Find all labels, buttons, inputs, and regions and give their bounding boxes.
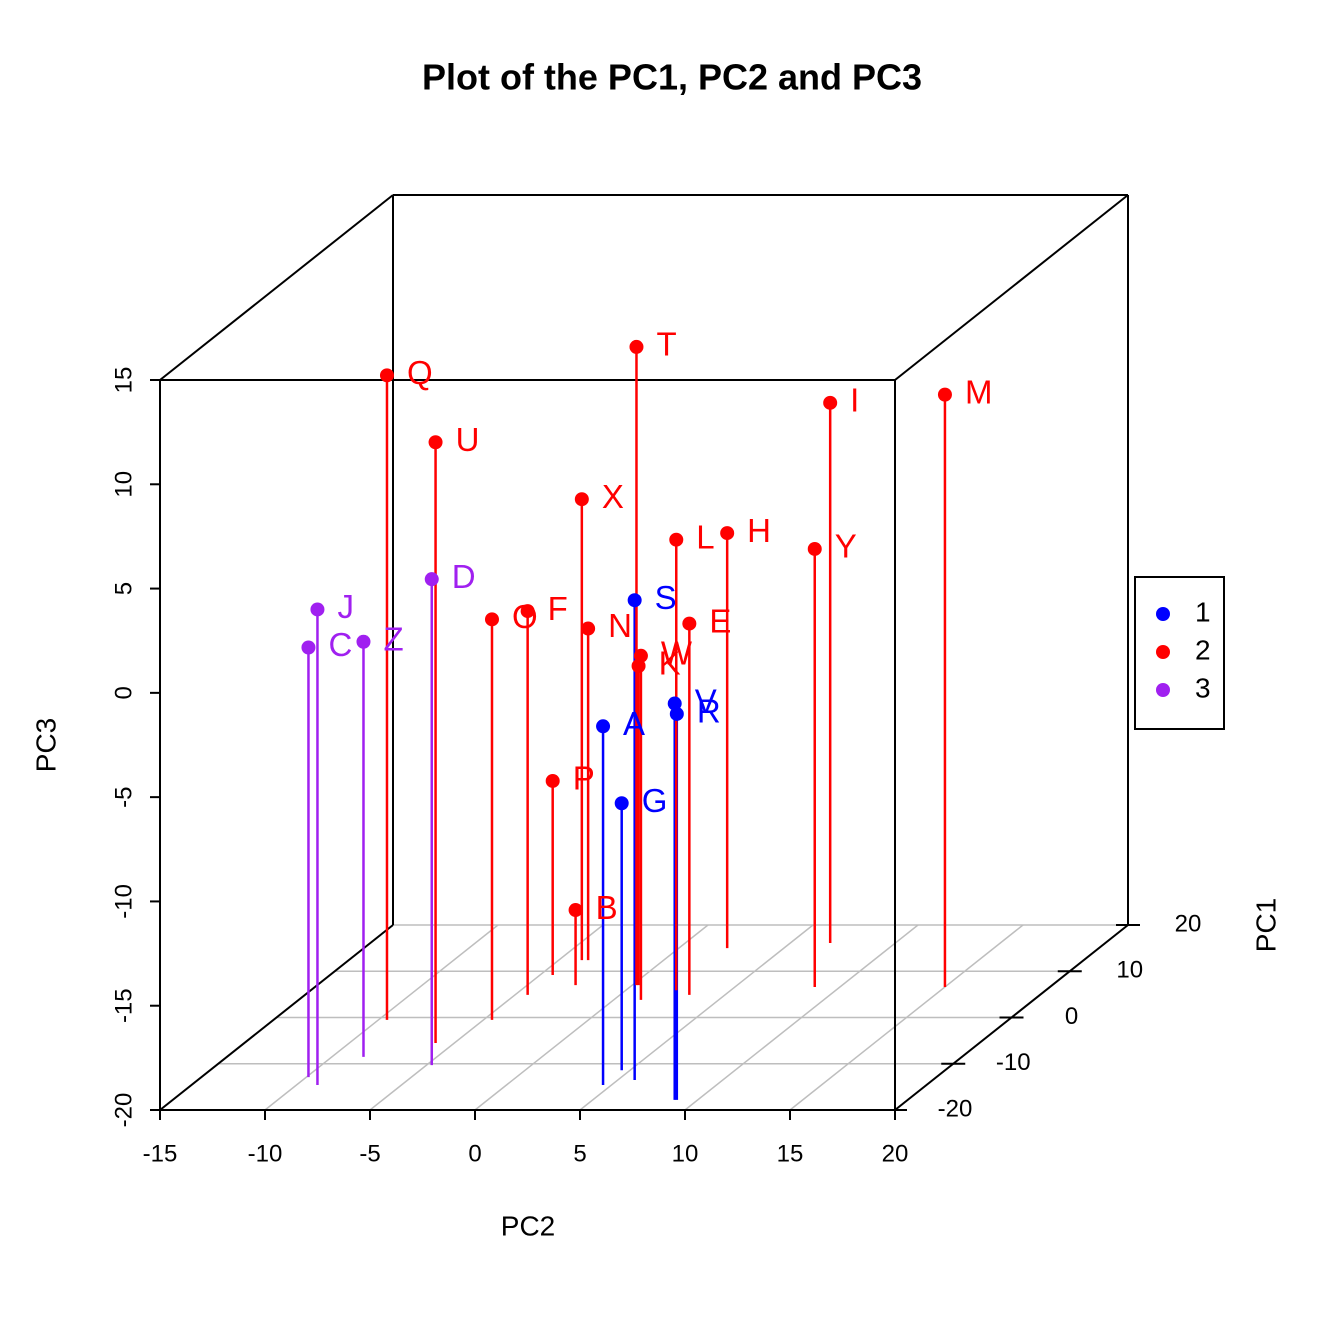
- point-label: U: [456, 421, 480, 458]
- point-label: L: [696, 518, 714, 555]
- y-tick-label: -10: [996, 1049, 1031, 1076]
- point-label: Z: [383, 620, 403, 657]
- point-label: K: [659, 645, 681, 682]
- point: [669, 532, 684, 547]
- point-label: T: [656, 326, 676, 363]
- y-axis-title: PC1: [1250, 898, 1281, 952]
- legend-label: 2: [1195, 634, 1211, 665]
- grid-line: [789, 924, 1024, 1111]
- z-tick-label: 5: [110, 582, 137, 595]
- point: [614, 796, 629, 811]
- point: [428, 435, 443, 450]
- legend-label: 3: [1195, 672, 1211, 703]
- x-tick-label: 10: [672, 1140, 699, 1167]
- point: [682, 616, 697, 631]
- point-label: S: [655, 579, 677, 616]
- point: [484, 612, 499, 627]
- point-label: J: [337, 588, 354, 625]
- point-label: Q: [407, 354, 433, 391]
- point: [356, 634, 371, 649]
- y-tick-label: 0: [1065, 1003, 1078, 1030]
- point: [581, 621, 596, 636]
- point: [669, 706, 684, 721]
- point: [545, 773, 560, 788]
- point-label: X: [602, 478, 624, 515]
- point: [596, 719, 611, 734]
- point-label: H: [747, 512, 771, 549]
- point-label: P: [573, 760, 595, 797]
- y-tick-label: -20: [938, 1095, 973, 1122]
- point: [629, 339, 644, 354]
- chart-title: Plot of the PC1, PC2 and PC3: [422, 57, 922, 98]
- grid-line: [579, 924, 814, 1111]
- point: [627, 593, 642, 608]
- point-label: E: [709, 602, 731, 639]
- x-axis-title: PC2: [501, 1210, 555, 1241]
- x-tick-label: -5: [359, 1140, 380, 1167]
- z-axis-title: PC3: [30, 718, 61, 772]
- z-tick-label: -10: [110, 884, 137, 919]
- grid-line: [684, 924, 919, 1111]
- x-tick-label: 5: [573, 1140, 586, 1167]
- x-tick-label: -15: [143, 1140, 178, 1167]
- z-tick-label: 10: [110, 471, 137, 498]
- point-label: I: [850, 382, 859, 419]
- box-edge: [159, 924, 394, 1111]
- z-tick-label: 15: [110, 367, 137, 394]
- grid-line: [474, 924, 709, 1111]
- point-label: A: [623, 705, 645, 742]
- point: [823, 395, 838, 410]
- z-tick-label: 0: [110, 686, 137, 699]
- legend-marker: [1156, 645, 1170, 659]
- point: [379, 368, 394, 383]
- box-edge: [159, 194, 394, 381]
- z-tick-label: -5: [110, 786, 137, 807]
- point-label: G: [642, 782, 668, 819]
- point: [807, 541, 822, 556]
- point: [631, 659, 646, 674]
- legend-label: 1: [1195, 596, 1211, 627]
- point-label: D: [452, 558, 476, 595]
- point-label: F: [548, 590, 568, 627]
- point-label: C: [328, 626, 352, 663]
- x-tick-label: 15: [777, 1140, 804, 1167]
- point: [301, 640, 316, 655]
- point: [520, 604, 535, 619]
- box-edge: [894, 194, 1129, 381]
- point-label: V: [695, 682, 717, 719]
- point: [310, 602, 325, 617]
- legend-marker: [1156, 607, 1170, 621]
- point-label: N: [608, 607, 632, 644]
- x-tick-label: -10: [248, 1140, 283, 1167]
- y-tick-label: 10: [1116, 957, 1143, 984]
- z-tick-label: -15: [110, 988, 137, 1023]
- point-label: R: [697, 693, 721, 730]
- point-label: B: [596, 889, 618, 926]
- grid-line: [369, 924, 604, 1111]
- legend-marker: [1156, 683, 1170, 697]
- x-tick-label: 0: [468, 1140, 481, 1167]
- x-tick-label: 20: [882, 1140, 909, 1167]
- z-tick-label: -20: [110, 1093, 137, 1128]
- point: [424, 572, 439, 587]
- point: [937, 387, 952, 402]
- grid-line: [264, 924, 499, 1111]
- y-tick-label: 20: [1175, 910, 1202, 937]
- point: [568, 903, 583, 918]
- legend-box: [1134, 576, 1225, 730]
- point-label: M: [965, 373, 993, 410]
- point-label: W: [661, 635, 693, 672]
- point-label: Y: [835, 528, 857, 565]
- point: [720, 526, 735, 541]
- point: [574, 492, 589, 507]
- point: [667, 696, 682, 711]
